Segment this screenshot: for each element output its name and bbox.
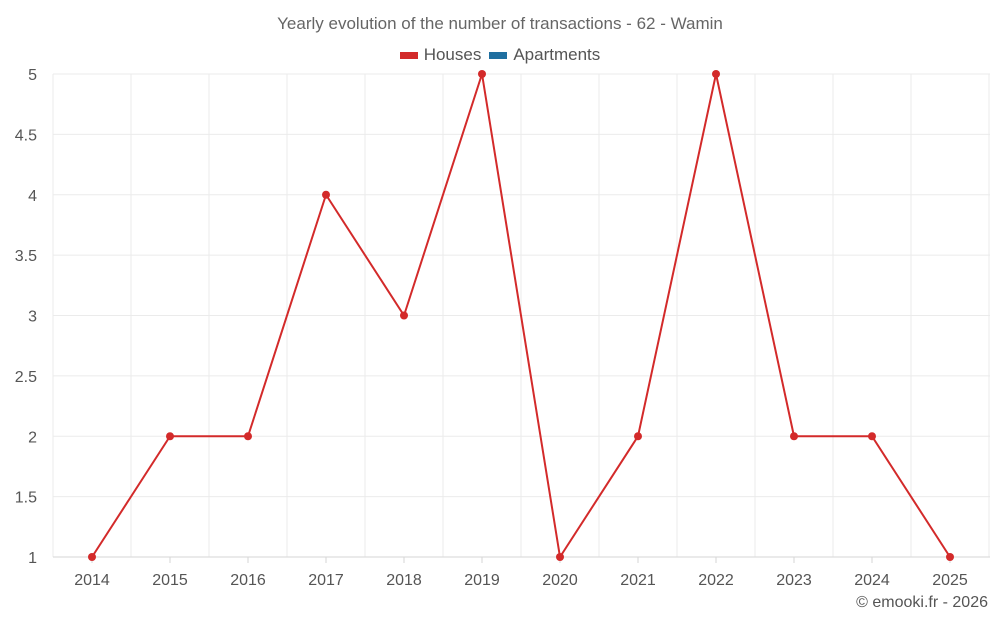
data-point	[400, 311, 408, 320]
data-point	[88, 553, 96, 561]
series-line-houses	[91, 73, 951, 558]
y-tick-label: 3.5	[15, 248, 37, 265]
x-tick-label: 2024	[854, 572, 890, 589]
legend-item-houses[interactable]: Houses	[399, 45, 482, 65]
x-tick-label: 2025	[932, 572, 968, 589]
x-tick-label: 2017	[308, 572, 344, 589]
x-tick-label: 2022	[698, 572, 734, 589]
x-tick-label: 2021	[620, 572, 656, 589]
y-tick-label: 4.5	[15, 127, 37, 144]
legend-swatch-houses	[399, 51, 418, 59]
chart-legend: Houses Apartments	[0, 45, 1000, 65]
data-point	[244, 432, 252, 441]
x-tick-label: 2018	[386, 572, 422, 589]
data-point	[868, 432, 876, 441]
x-tick-label: 2016	[230, 572, 266, 589]
x-tick-label: 2019	[464, 572, 500, 589]
legend-item-apartments[interactable]: Apartments	[489, 45, 600, 65]
x-tick-label: 2014	[74, 572, 110, 589]
data-point	[712, 70, 720, 78]
y-tick-label: 3	[28, 309, 37, 326]
data-point	[322, 190, 330, 199]
y-tick-label: 1	[28, 550, 37, 567]
y-tick-label: 5	[28, 67, 37, 84]
legend-label-apartments: Apartments	[513, 45, 601, 64]
data-point	[790, 432, 798, 441]
x-tick-label: 2023	[776, 572, 812, 589]
y-tick-label: 2	[28, 429, 37, 446]
data-point	[166, 432, 174, 441]
y-tick-label: 2.5	[15, 369, 37, 386]
data-point	[478, 70, 486, 78]
copyright-credit: © emooki.fr - 2026	[856, 594, 988, 611]
y-tick-label: 4	[28, 188, 37, 205]
legend-label-houses: Houses	[423, 45, 482, 64]
legend-swatch-apartments	[489, 51, 508, 59]
chart-title: Yearly evolution of the number of transa…	[277, 14, 723, 33]
data-point	[634, 432, 642, 441]
data-point	[946, 553, 954, 561]
x-tick-label: 2015	[152, 572, 188, 589]
x-tick-label: 2020	[542, 572, 578, 589]
data-point	[556, 553, 564, 561]
y-tick-label: 1.5	[15, 490, 37, 507]
